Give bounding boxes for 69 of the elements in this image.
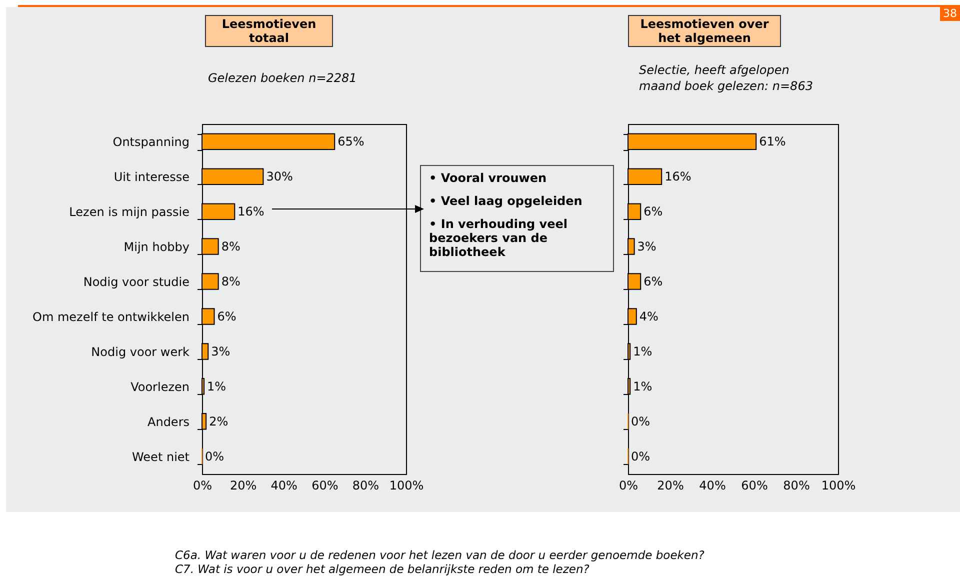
data-label: 3% <box>637 240 656 254</box>
data-label: 6% <box>644 274 663 289</box>
x-tick-label: 80% <box>783 478 810 492</box>
x-tick-label: 0% <box>192 478 212 492</box>
x-tick-label: 20% <box>230 478 257 492</box>
data-label: 1% <box>633 344 652 358</box>
x-tick-label: 40% <box>270 478 298 492</box>
data-label: 4% <box>639 309 658 324</box>
bar <box>202 378 205 395</box>
text: 38 <box>940 7 960 21</box>
data-label: 0% <box>205 449 224 464</box>
text: • Vooral vrouwen <box>429 171 548 185</box>
x-tick-label: 40% <box>699 478 726 492</box>
bar <box>202 273 219 290</box>
bar <box>628 203 642 220</box>
data-label: 8% <box>221 240 240 254</box>
bar <box>202 343 209 360</box>
y-tick-label: Voorlezen <box>130 380 190 394</box>
data-label: 16% <box>238 204 264 219</box>
bar <box>628 273 642 290</box>
data-label: 3% <box>211 344 230 358</box>
x-tick-label: 60% <box>741 478 768 492</box>
data-label: 65% <box>338 134 364 149</box>
bar <box>628 133 757 150</box>
bar <box>202 308 215 325</box>
data-label: 1% <box>207 379 226 394</box>
data-label: 16% <box>664 170 692 184</box>
text: C6a. Wat waren voor u de redenen voor het lezen van de door u eerder genoemde boeken? <box>175 548 704 562</box>
y-tick-label: Lezen is mijn passie <box>69 205 190 220</box>
y-tick-label: Uit interesse <box>114 170 190 184</box>
data-label: 30% <box>266 170 293 184</box>
bar <box>628 378 631 395</box>
data-label: 6% <box>644 204 663 219</box>
y-tick-label: Nodig voor studie <box>83 275 190 290</box>
bar <box>202 203 236 220</box>
text: C7. Wat is voor u over het algemeen de belanrijkste reden om te lezen? <box>175 562 590 576</box>
bar <box>202 133 336 150</box>
x-tick-label: 0% <box>618 478 638 492</box>
y-tick-label: Anders <box>148 414 190 429</box>
text: • Veel laag opgeleiden <box>429 194 584 208</box>
bar <box>202 168 264 185</box>
data-label: 61% <box>759 134 786 149</box>
chart-title: Leesmotieven totaal <box>205 15 333 47</box>
bar <box>202 238 219 255</box>
chart-title: Leesmotieven over het algemeen <box>628 15 781 47</box>
x-tick-label: 100% <box>821 478 856 492</box>
y-tick-label: Ontspanning <box>112 135 190 150</box>
data-label: 0% <box>631 414 650 428</box>
data-label: 0% <box>631 449 650 464</box>
x-tick-label: 20% <box>657 478 684 492</box>
chart-subtitle: Gelezen boeken n=2281 <box>208 70 358 86</box>
x-tick-label: 100% <box>389 478 424 492</box>
bar <box>202 413 207 430</box>
chart-subtitle: Selectie, heeft afgelopen maand boek gelezen: n=863 <box>639 62 814 94</box>
data-label: 8% <box>221 274 240 289</box>
bar <box>628 308 637 325</box>
y-tick-label: Om mezelf te ontwikkelen <box>32 310 190 324</box>
data-label: 1% <box>633 379 652 394</box>
bar <box>628 238 635 255</box>
bar <box>628 343 631 360</box>
x-tick-label: 80% <box>352 478 380 492</box>
x-tick-label: 60% <box>312 478 338 492</box>
data-label: 2% <box>209 414 228 428</box>
data-label: 6% <box>217 309 236 324</box>
y-tick-label: Weet niet <box>132 450 190 464</box>
y-tick-label: Nodig voor werk <box>91 344 190 359</box>
bar <box>628 168 662 185</box>
text: • In verhouding veel bezoekers van de bibliotheek <box>429 217 568 259</box>
y-tick-label: Mijn hobby <box>124 240 190 254</box>
